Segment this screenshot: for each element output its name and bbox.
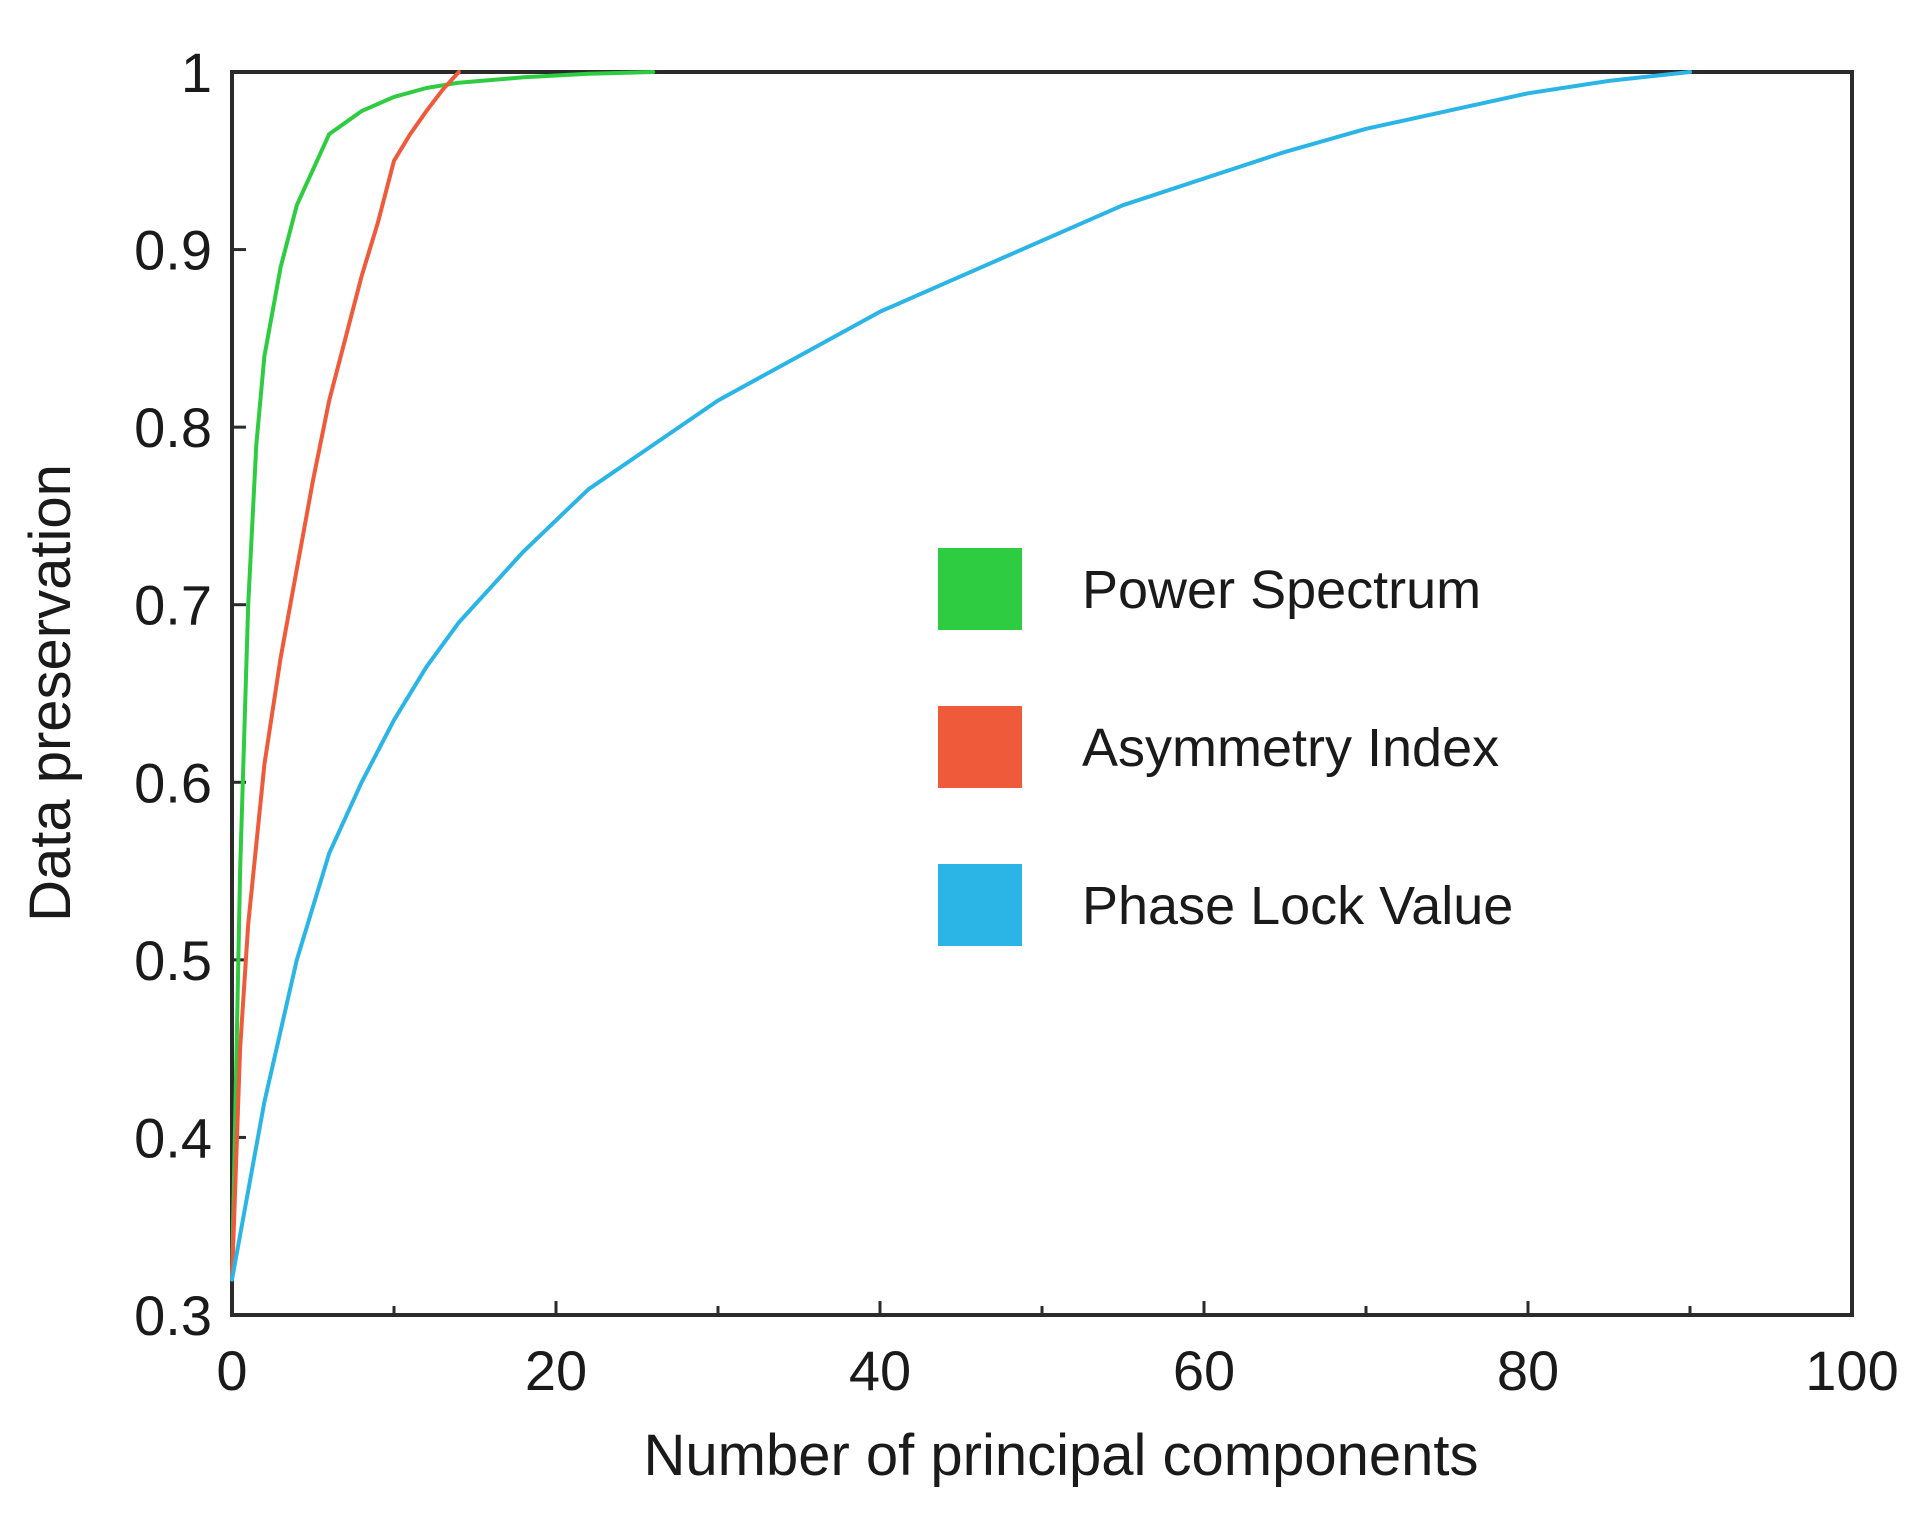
y-axis-title: Data preservation — [18, 464, 83, 922]
series-line-asymmetry-index — [230, 70, 461, 1282]
tick-labels-layer: 0 20 40 60 80 100 0.3 0.4 0.5 0.6 0.7 0.8 0.9 1 — [134, 41, 1899, 1402]
plot-frame — [230, 70, 1854, 1317]
x-tick-label-40: 40 — [849, 1339, 911, 1402]
series-layer — [230, 70, 1692, 1282]
y-tick-label-0.9: 0.9 — [134, 219, 212, 282]
legend-label-phase-lock-value: Phase Lock Value — [1082, 876, 1513, 936]
y-tick-label-0.5: 0.5 — [134, 929, 212, 992]
x-tick-label-60: 60 — [1173, 1339, 1235, 1402]
y-tick-label-0.3: 0.3 — [134, 1284, 212, 1347]
series-line-power-spectrum — [230, 70, 656, 1282]
y-tick-label-0.6: 0.6 — [134, 751, 212, 814]
series-line-phase-lock-value — [230, 70, 1692, 1282]
x-tick-label-20: 20 — [525, 1339, 587, 1402]
legend-swatch-asymmetry-index — [938, 706, 1022, 788]
y-tick-label-0.8: 0.8 — [134, 396, 212, 459]
y-tick-label-0.7: 0.7 — [134, 574, 212, 637]
x-tick-label-0: 0 — [216, 1339, 247, 1402]
legend-swatch-power-spectrum — [938, 548, 1022, 630]
x-tick-label-80: 80 — [1497, 1339, 1559, 1402]
legend-label-asymmetry-index: Asymmetry Index — [1082, 718, 1499, 778]
legend-swatch-phase-lock-value — [938, 864, 1022, 946]
x-axis-title: Number of principal components — [644, 1423, 1479, 1488]
legend: Power Spectrum Asymmetry Index Phase Lock … — [938, 548, 1513, 946]
y-tick-label-1: 1 — [181, 41, 212, 104]
y-tick-label-0.4: 0.4 — [134, 1106, 212, 1169]
legend-label-power-spectrum: Power Spectrum — [1082, 560, 1481, 620]
ticks-layer — [230, 70, 1854, 1317]
x-tick-label-100: 100 — [1805, 1339, 1898, 1402]
